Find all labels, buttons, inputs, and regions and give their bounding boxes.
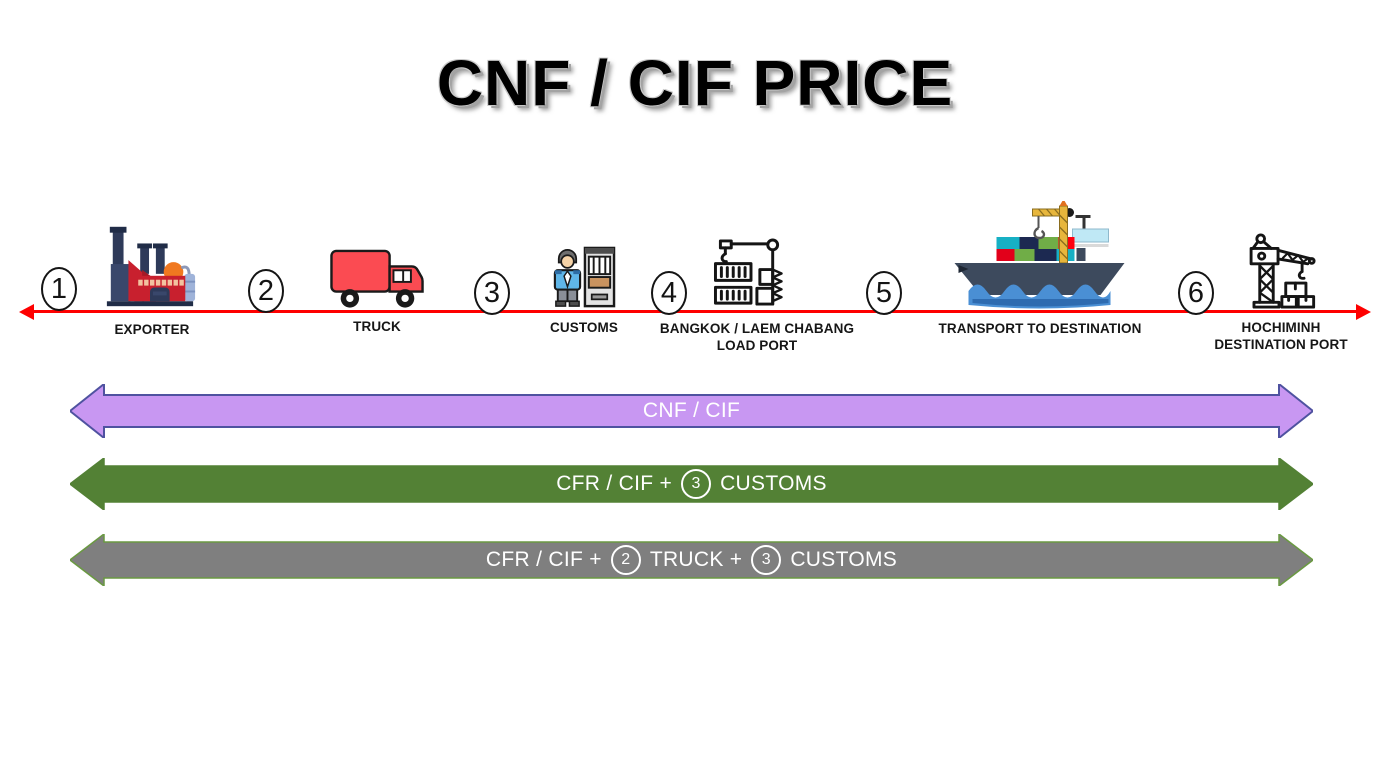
circled-number: 2 xyxy=(610,545,641,575)
circled-number: 3 xyxy=(681,469,712,499)
cfr-customs-arrow: CFR / CIF + 3 CUSTOMS xyxy=(70,458,1313,510)
step-5-number: 5 xyxy=(866,271,902,315)
step-5-label: TRANSPORT TO DESTINATION xyxy=(938,321,1142,336)
step-1-number: 1 xyxy=(41,267,77,311)
arrow-text-segment: CNF / CIF xyxy=(642,399,741,422)
customs-officer-icon xyxy=(548,246,618,310)
factory-icon xyxy=(101,222,199,310)
timeline-line xyxy=(32,310,1358,313)
cfr-truck-customs-arrow-label: CFR / CIF + 2 TRUCK + 3 CUSTOMS xyxy=(70,534,1313,586)
step-6-label: HOCHIMINH DESTINATION PORT xyxy=(1214,320,1348,352)
step-4-label: BANGKOK / LAEM CHABANG LOAD PORT xyxy=(659,321,855,353)
tower-crane-boxes-icon xyxy=(1240,233,1318,310)
port-crane-containers-icon xyxy=(710,237,790,310)
step-4-number: 4 xyxy=(651,271,687,315)
step-1-label: EXPORTER xyxy=(114,322,190,337)
timeline-left-arrowhead-icon xyxy=(19,303,34,320)
step-6-number: 6 xyxy=(1178,271,1214,315)
cargo-ship-icon xyxy=(951,201,1129,311)
circled-number: 3 xyxy=(751,545,782,575)
step-2-label: TRUCK xyxy=(353,319,401,334)
step-2-number: 2 xyxy=(248,269,284,313)
arrow-text-segment: CFR / CIF + xyxy=(556,472,673,495)
arrow-text-segment: CUSTOMS xyxy=(720,472,827,495)
cfr-customs-arrow-label: CFR / CIF + 3 CUSTOMS xyxy=(70,458,1313,510)
arrow-text-segment: TRUCK + xyxy=(649,548,743,571)
arrow-text-segment: CFR / CIF + xyxy=(485,548,602,571)
cnf-cif-arrow-label: CNF / CIF xyxy=(70,384,1313,438)
step-3-label: CUSTOMS xyxy=(550,320,618,335)
page-title: CNF / CIF PRICE xyxy=(436,47,954,119)
step-3-number: 3 xyxy=(474,271,510,315)
cfr-truck-customs-arrow: CFR / CIF + 2 TRUCK + 3 CUSTOMS xyxy=(70,534,1313,586)
cnf-cif-arrow: CNF / CIF xyxy=(70,384,1313,438)
timeline-right-arrowhead-icon xyxy=(1356,303,1371,320)
truck-icon xyxy=(328,248,426,310)
arrow-text-segment: CUSTOMS xyxy=(790,548,898,571)
